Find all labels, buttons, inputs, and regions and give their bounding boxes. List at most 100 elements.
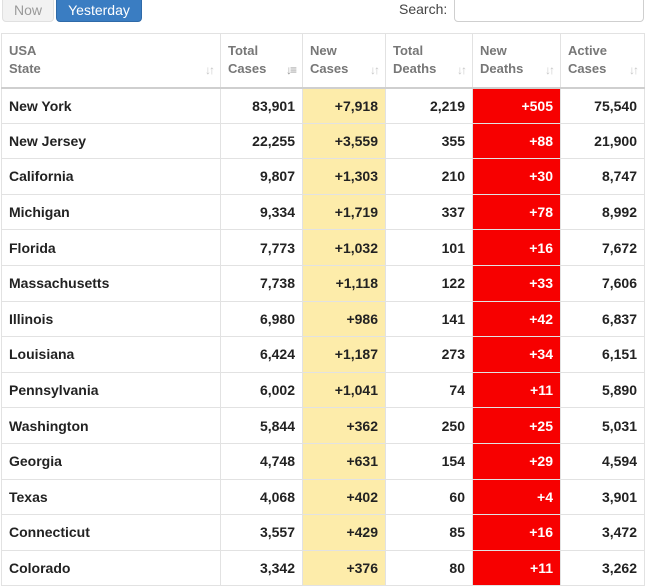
cell-new-deaths: +33 — [472, 264, 561, 302]
cell-total-cases: 4,748 — [220, 442, 303, 480]
cell-state: New Jersey — [1, 122, 221, 160]
cell-total-deaths: 60 — [385, 478, 473, 516]
header-active-cases[interactable]: Active Cases ↓↑ — [560, 33, 645, 89]
cell-new-cases: +376 — [302, 549, 386, 586]
tab-now[interactable]: Now — [2, 0, 54, 22]
cell-new-cases: +1,118 — [302, 264, 386, 302]
table-row: Connecticut 3,557 +429 85 +16 3,472 — [1, 514, 645, 551]
cell-new-deaths: +16 — [472, 514, 561, 551]
cell-active-cases: 6,837 — [560, 300, 645, 338]
cell-state: Colorado — [1, 549, 221, 586]
sort-icon[interactable]: ↓↑ — [545, 63, 555, 77]
cell-total-cases: 3,557 — [220, 514, 303, 551]
header-line: State — [9, 61, 41, 77]
sort-icon[interactable]: ↓↑ — [370, 63, 380, 77]
table-row: Florida 7,773 +1,032 101 +16 7,672 — [1, 229, 645, 266]
cell-state: Washington — [1, 407, 221, 444]
cell-active-cases: 8,747 — [560, 158, 645, 195]
cell-active-cases: 4,594 — [560, 442, 645, 480]
table-header-row: USA State ↓↑ Total Cases ↓≡ New Cases ↓↑ To… — [1, 33, 645, 89]
cell-total-cases: 7,738 — [220, 264, 303, 302]
cell-active-cases: 5,031 — [560, 407, 645, 444]
cell-state: Pennsylvania — [1, 371, 221, 409]
cell-new-deaths: +29 — [472, 442, 561, 480]
cell-new-deaths: +30 — [472, 158, 561, 195]
cell-new-cases: +1,719 — [302, 193, 386, 231]
cell-total-cases: 6,980 — [220, 300, 303, 338]
cell-total-deaths: 273 — [385, 336, 473, 373]
cell-total-deaths: 85 — [385, 514, 473, 551]
header-usa-state[interactable]: USA State ↓↑ — [1, 33, 221, 89]
table-row: New York 83,901 +7,918 2,219 +505 75,540 — [1, 87, 645, 124]
cell-total-cases: 83,901 — [220, 87, 303, 124]
sort-icon[interactable]: ↓↑ — [629, 63, 639, 77]
cell-state: Texas — [1, 478, 221, 516]
cell-new-cases: +1,187 — [302, 336, 386, 373]
table-row: Louisiana 6,424 +1,187 273 +34 6,151 — [1, 336, 645, 373]
cell-new-deaths: +88 — [472, 122, 561, 160]
cell-total-deaths: 141 — [385, 300, 473, 338]
cell-new-deaths: +16 — [472, 229, 561, 266]
header-total-deaths[interactable]: Total Deaths ↓↑ — [385, 33, 473, 89]
cell-new-deaths: +505 — [472, 87, 561, 124]
cell-new-cases: +402 — [302, 478, 386, 516]
cell-state: Massachusetts — [1, 264, 221, 302]
cell-state: Illinois — [1, 300, 221, 338]
cell-new-cases: +986 — [302, 300, 386, 338]
cell-state: Florida — [1, 229, 221, 266]
cell-state: New York — [1, 87, 221, 124]
cell-new-cases: +3,559 — [302, 122, 386, 160]
sort-icon[interactable]: ↓↑ — [205, 63, 215, 77]
cell-total-cases: 6,424 — [220, 336, 303, 373]
header-new-deaths[interactable]: New Deaths ↓↑ — [472, 33, 561, 89]
table-row: Pennsylvania 6,002 +1,041 74 +11 5,890 — [1, 371, 645, 409]
cell-total-cases: 6,002 — [220, 371, 303, 409]
cell-total-deaths: 74 — [385, 371, 473, 409]
header-line: Total — [228, 43, 259, 59]
cell-new-deaths: +78 — [472, 193, 561, 231]
header-line: Active — [568, 43, 608, 59]
cell-active-cases: 21,900 — [560, 122, 645, 160]
cell-total-deaths: 80 — [385, 549, 473, 586]
table-row: Illinois 6,980 +986 141 +42 6,837 — [1, 300, 645, 338]
cell-new-deaths: +11 — [472, 371, 561, 409]
header-total-cases[interactable]: Total Cases ↓≡ — [220, 33, 303, 89]
cell-active-cases: 3,901 — [560, 478, 645, 516]
cell-total-cases: 22,255 — [220, 122, 303, 160]
tab-yesterday[interactable]: Yesterday — [56, 0, 142, 22]
cell-active-cases: 8,992 — [560, 193, 645, 231]
search-input[interactable] — [454, 0, 644, 22]
table-row: New Jersey 22,255 +3,559 355 +88 21,900 — [1, 122, 645, 160]
table-row: Washington 5,844 +362 250 +25 5,031 — [1, 407, 645, 444]
cell-total-cases: 9,334 — [220, 193, 303, 231]
top-toolbar: Now Yesterday Search: — [0, 0, 650, 32]
header-line: Deaths — [393, 61, 437, 77]
cell-new-deaths: +11 — [472, 549, 561, 586]
cell-state: California — [1, 158, 221, 195]
cell-active-cases: 3,472 — [560, 514, 645, 551]
cell-active-cases: 75,540 — [560, 87, 645, 124]
cell-new-cases: +1,303 — [302, 158, 386, 195]
cell-new-cases: +1,041 — [302, 371, 386, 409]
cell-new-cases: +362 — [302, 407, 386, 444]
cell-total-deaths: 101 — [385, 229, 473, 266]
header-line: Deaths — [480, 61, 524, 77]
header-line: New — [480, 43, 507, 59]
cell-total-deaths: 250 — [385, 407, 473, 444]
header-new-cases[interactable]: New Cases ↓↑ — [302, 33, 386, 89]
cell-total-cases: 5,844 — [220, 407, 303, 444]
cell-total-deaths: 154 — [385, 442, 473, 480]
cell-total-deaths: 210 — [385, 158, 473, 195]
sort-desc-icon[interactable]: ↓≡ — [285, 63, 297, 77]
sort-icon[interactable]: ↓↑ — [457, 63, 467, 77]
cell-new-cases: +1,032 — [302, 229, 386, 266]
cell-total-cases: 3,342 — [220, 549, 303, 586]
cell-active-cases: 3,262 — [560, 549, 645, 586]
cell-state: Louisiana — [1, 336, 221, 373]
table-row: Texas 4,068 +402 60 +4 3,901 — [1, 478, 645, 516]
cell-total-cases: 7,773 — [220, 229, 303, 266]
header-line: Total — [393, 43, 424, 59]
table-row: Massachusetts 7,738 +1,118 122 +33 7,606 — [1, 264, 645, 302]
cell-new-cases: +7,918 — [302, 87, 386, 124]
cell-active-cases: 6,151 — [560, 336, 645, 373]
